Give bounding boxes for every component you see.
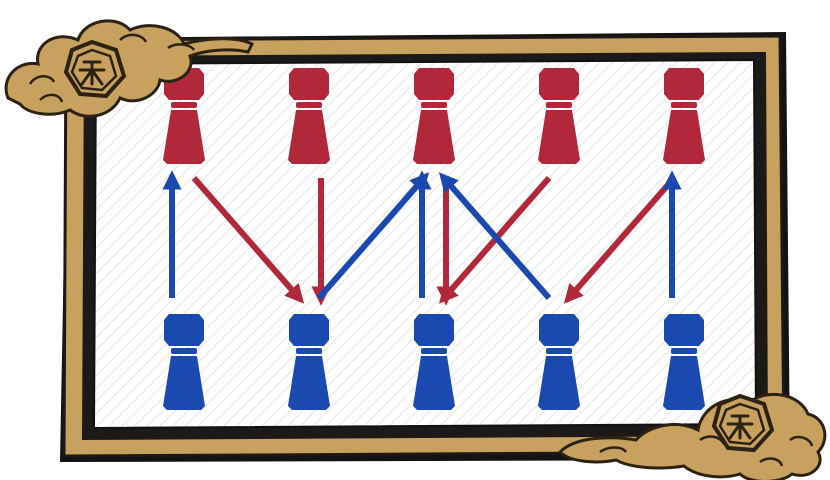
blue-piece-3-neck	[421, 348, 447, 354]
red-piece-3-body	[413, 110, 455, 164]
red-piece-5-head	[664, 68, 704, 100]
blue-piece-4	[538, 314, 580, 410]
red-piece-4-neck	[546, 102, 572, 108]
red-piece-1	[163, 68, 205, 164]
blue-piece-4-neck	[546, 348, 572, 354]
blue-piece-2-body	[288, 356, 330, 410]
blue-piece-3	[413, 314, 455, 410]
blue-piece-5	[663, 314, 705, 410]
red-piece-4-head	[539, 68, 579, 100]
red-piece-3-head	[414, 68, 454, 100]
red-piece-4	[538, 68, 580, 164]
blue-piece-2-head	[289, 314, 329, 346]
red-piece-3	[413, 68, 455, 164]
red-piece-4-body	[538, 110, 580, 164]
red-piece-5-neck	[671, 102, 697, 108]
arrows-layer	[162, 170, 682, 306]
red-piece-2-body	[288, 110, 330, 164]
cloud-emblem-bottom-right-icon	[557, 392, 827, 480]
blue-piece-1-body	[163, 356, 205, 410]
red-arrow-r5-to-b4	[563, 176, 677, 304]
pieces-layer	[163, 68, 705, 410]
blue-piece-3-head	[414, 314, 454, 346]
blue-piece-1-neck	[171, 348, 197, 354]
blue-piece-5-body	[663, 356, 705, 410]
red-piece-1-neck	[171, 102, 197, 108]
red-piece-3-neck	[421, 102, 447, 108]
blue-piece-1-head	[164, 314, 204, 346]
blue-piece-5-neck	[671, 348, 697, 354]
red-piece-2-neck	[296, 102, 322, 108]
blue-arrow-b2-to-r3	[316, 172, 430, 300]
blue-piece-1	[163, 314, 205, 410]
red-piece-1-body	[163, 110, 205, 164]
red-arrow-r1-to-b2	[191, 176, 305, 304]
red-piece-2	[288, 68, 330, 164]
blue-arrow-b4-to-r3	[438, 172, 552, 300]
blue-piece-2-neck	[296, 348, 322, 354]
red-piece-2-head	[289, 68, 329, 100]
blue-piece-4-head	[539, 314, 579, 346]
blue-piece-5-head	[664, 314, 704, 346]
blue-piece-3-body	[413, 356, 455, 410]
red-piece-5	[663, 68, 705, 164]
blue-piece-4-body	[538, 356, 580, 410]
blue-piece-2	[288, 314, 330, 410]
cloud-emblem-top-left-icon	[4, 19, 255, 118]
red-piece-5-body	[663, 110, 705, 164]
